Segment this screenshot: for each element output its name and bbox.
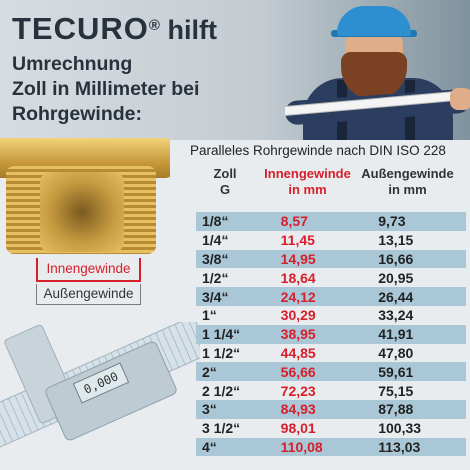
- registered-mark: ®: [148, 17, 160, 34]
- table-title: Paralleles Rohrgewinde nach DIN ISO 228: [190, 143, 446, 158]
- cell-inner: 8,57: [280, 213, 308, 230]
- cell-zoll: 1 1/4“: [202, 326, 241, 343]
- header-line: in mm: [288, 182, 327, 197]
- cell-inner: 24,12: [280, 288, 316, 305]
- subtitle-line: Umrechnung: [12, 53, 133, 75]
- header-line: Zoll: [213, 166, 237, 181]
- cell-inner: 14,95: [280, 250, 316, 267]
- table-row: 1/2“ 18,64 20,95: [196, 268, 466, 287]
- cell-outer: 87,88: [378, 401, 414, 418]
- cell-zoll: 4“: [202, 438, 217, 455]
- cell-outer: 75,15: [378, 382, 414, 399]
- table-row: 2 1/2“ 72,23 75,15: [196, 381, 466, 400]
- column-header-inner: Innengewinde in mm: [255, 166, 360, 198]
- cell-zoll: 3/8“: [202, 250, 229, 267]
- page-subtitle: Umrechnung Zoll in Millimeter bei Rohrge…: [12, 52, 199, 127]
- cell-inner: 18,64: [280, 269, 316, 286]
- cell-outer: 59,61: [378, 363, 414, 380]
- cell-inner: 110,08: [280, 438, 323, 455]
- thread-legend: Innengewinde Außengewinde: [36, 258, 141, 305]
- cell-zoll: 3/4“: [202, 288, 229, 305]
- cell-outer: 26,44: [378, 288, 414, 305]
- table-row: 3 1/2“ 98,01 100,33: [196, 419, 466, 438]
- header-line: in mm: [388, 182, 427, 197]
- caliper-image: 0,000: [0, 322, 200, 470]
- outer-thread-label: Außengewinde: [36, 284, 141, 305]
- cell-inner: 44,85: [280, 344, 316, 361]
- cell-zoll: 1/2“: [202, 269, 229, 286]
- cell-inner: 11,45: [280, 232, 315, 249]
- table-row: 3“ 84,93 87,88: [196, 399, 466, 419]
- cell-outer: 13,15: [378, 232, 414, 249]
- cell-inner: 30,29: [280, 307, 316, 324]
- table-row: 1 1/2“ 44,85 47,80: [196, 344, 466, 363]
- cell-zoll: 2“: [202, 363, 217, 380]
- cell-outer: 113,03: [378, 438, 421, 455]
- table-row: 1“ 30,29 33,24: [196, 306, 466, 325]
- cell-inner: 38,95: [280, 326, 316, 343]
- cell-outer: 20,95: [378, 269, 414, 286]
- column-header-zoll: Zoll G: [200, 166, 250, 198]
- cell-outer: 16,66: [378, 250, 414, 267]
- worker-illustration: [285, 0, 470, 140]
- brand-logo: TECURO: [12, 11, 149, 46]
- inner-thread-label: Innengewinde: [36, 258, 141, 282]
- column-header-outer: Außengewinde in mm: [355, 166, 460, 198]
- table-row: 2“ 56,66 59,61: [196, 362, 466, 382]
- cell-outer: 9,73: [378, 213, 406, 230]
- table-row: 1/8“ 8,57 9,73: [196, 212, 466, 231]
- cell-inner: 84,93: [280, 401, 316, 418]
- brass-fitting-image: [0, 138, 170, 256]
- table-row: 4“ 110,08 113,03: [196, 437, 466, 457]
- brand-suffix: hilft: [167, 15, 217, 45]
- header-line: Innengewinde: [264, 166, 351, 181]
- cell-inner: 72,23: [280, 382, 316, 399]
- cell-zoll: 3 1/2“: [202, 420, 241, 437]
- cell-zoll: 1“: [202, 307, 217, 324]
- header-line: Außengewinde: [361, 166, 454, 181]
- cell-zoll: 1/8“: [202, 213, 229, 230]
- cell-outer: 33,24: [378, 307, 414, 324]
- cell-outer: 41,91: [378, 326, 414, 343]
- table-row: 3/4“ 24,12 26,44: [196, 287, 466, 306]
- cell-inner: 98,01: [280, 420, 316, 437]
- cell-inner: 56,66: [280, 363, 316, 380]
- header-line: G: [219, 182, 231, 197]
- cell-outer: 47,80: [378, 344, 414, 361]
- thread-table: 1/8“ 8,57 9,73 1/4“ 11,45 13,15 3/8“ 14,95 16,…: [196, 212, 466, 457]
- cell-zoll: 1 1/2“: [202, 344, 241, 361]
- cell-outer: 100,33: [378, 420, 422, 437]
- table-row: 1/4“ 11,45 13,15: [196, 231, 466, 250]
- subtitle-line: Rohrgewinde:: [12, 103, 142, 125]
- brand-heading: TECURO® hilft: [12, 11, 217, 46]
- subtitle-line: Zoll in Millimeter bei: [12, 78, 200, 100]
- table-row: 1 1/4“ 38,95 41,91: [196, 324, 466, 344]
- table-row: 3/8“ 14,95 16,66: [196, 249, 466, 269]
- cell-zoll: 3“: [202, 401, 217, 418]
- cell-zoll: 2 1/2“: [202, 382, 241, 399]
- cell-zoll: 1/4“: [202, 232, 229, 249]
